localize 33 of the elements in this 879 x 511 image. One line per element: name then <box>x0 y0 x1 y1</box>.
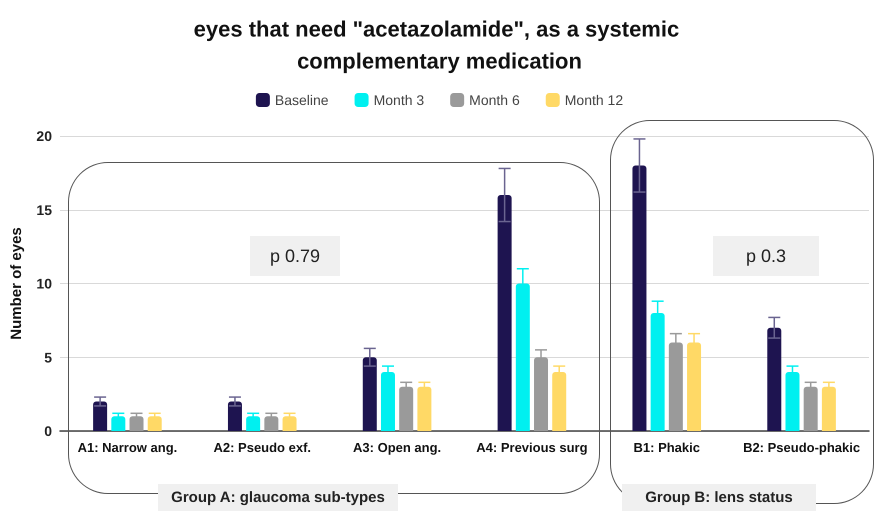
bar <box>228 402 242 431</box>
x-tick-label: A1: Narrow ang. <box>78 440 178 455</box>
bar <box>417 386 432 431</box>
bar <box>767 328 782 431</box>
y-tick-label: 15 <box>36 202 52 218</box>
y-tick-label: 10 <box>36 276 52 292</box>
chart-title: eyes that need "acetazolamide", as a systemic complementary medication <box>194 16 686 74</box>
y-tick-label: 0 <box>44 423 52 439</box>
bar <box>264 416 278 431</box>
bar <box>399 386 414 431</box>
bar <box>822 386 836 431</box>
bar <box>362 357 377 431</box>
x-tick-label: B1: Phakic <box>634 440 700 455</box>
legend-label: Month 6 <box>469 92 520 108</box>
bar <box>130 416 144 431</box>
bar <box>148 416 162 431</box>
legend-label: Month 3 <box>374 92 424 108</box>
y-tick-label: 20 <box>36 128 52 144</box>
legend-label: Month 12 <box>564 92 624 108</box>
legend-label: Baseline <box>274 92 329 108</box>
bar <box>93 402 108 431</box>
x-tick-label: B2: Pseudo-phakic <box>743 440 860 455</box>
bar <box>282 416 297 431</box>
bar <box>111 416 126 431</box>
x-tick-label: A3: Open ang. <box>353 440 442 455</box>
bar <box>246 416 260 431</box>
y-axis-title: Number of eyes <box>8 227 25 340</box>
y-tick-label: 5 <box>44 349 52 366</box>
bar <box>498 195 512 431</box>
x-tick-label: A4: Previous surg <box>476 440 588 455</box>
x-tick-label: A2: Pseudo exf. <box>213 440 312 455</box>
bar <box>632 166 646 431</box>
bar <box>804 386 818 431</box>
